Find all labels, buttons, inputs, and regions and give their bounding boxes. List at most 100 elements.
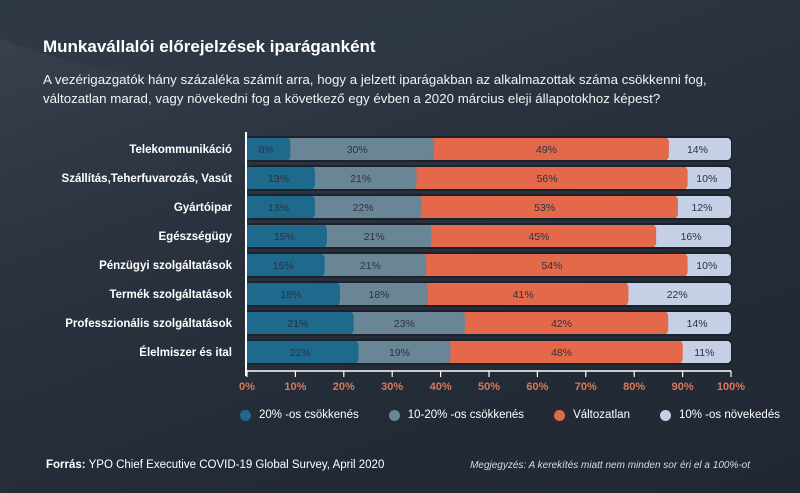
legend-swatch-icon	[240, 409, 251, 421]
x-tick-label: 30%	[381, 381, 403, 393]
bar-segment-v-ltozatlan	[423, 283, 629, 305]
data-label: 21%	[360, 260, 381, 272]
category-label: Termék szolgáltatások	[109, 289, 232, 301]
bar-segment-20-os-cs-kken-s	[247, 312, 354, 334]
subtitle-line-1: A vezérigazgatók hány százaléka számít a…	[43, 72, 707, 87]
bar-left-edge	[247, 254, 253, 276]
category-labels: Telekommunikáció Szállítás,Teherfuvarozás…	[62, 144, 233, 359]
data-label: 11%	[694, 347, 714, 359]
bar-segment-10-os-n-veked-s	[663, 138, 731, 160]
bar-segment-20-os-cs-kken-s	[247, 196, 315, 218]
category-label: Telekommunikáció	[129, 144, 232, 156]
footer-note: Megjegyzés: A kerekítés miatt nem minden…	[470, 460, 750, 471]
bar-segment-10-20-os-cs-kken-s	[309, 167, 417, 189]
data-label: 12%	[691, 202, 712, 214]
x-tick-label: 70%	[575, 381, 597, 393]
legend: 20% -os csökkenés 10-20% -os csökkenés Vál…	[240, 406, 780, 424]
category-label: Élelmiszer és ital	[139, 346, 232, 359]
x-tick-label: 40%	[430, 381, 452, 393]
source-text: YPO Chief Executive COVID-19 Global Surv…	[88, 459, 385, 471]
bar-segment-10-os-n-veked-s	[682, 254, 731, 276]
data-label: 56%	[537, 173, 558, 185]
x-tick-label: 90%	[672, 381, 694, 393]
data-label: 15%	[273, 260, 294, 272]
data-label: 19%	[389, 347, 410, 359]
legend-label: 10% -os növekedés	[678, 409, 780, 421]
data-label: 13%	[268, 173, 289, 185]
data-label: 10%	[696, 173, 717, 185]
legend-item: 20% -os csökkenés	[240, 409, 359, 421]
chart-subtitle: A vezérigazgatók hány százaléka számít a…	[43, 70, 763, 108]
x-tick-label: 0%	[239, 381, 255, 393]
bar-segment-10-os-n-veked-s	[677, 341, 731, 363]
bar-segment-10-os-n-veked-s	[623, 283, 731, 305]
bar-left-edge	[247, 138, 253, 160]
data-label: 54%	[541, 260, 562, 272]
data-label: 22%	[290, 347, 311, 359]
subtitle-line-2: változatlan marad, vagy növekedni fog a …	[43, 91, 661, 106]
bars-group: 8% 30% 49% 14% 13% 21% 56% 10% 13% 22% 53% 12% 15% 21…	[246, 136, 732, 365]
legend-label: 20% -os csökkenés	[259, 409, 359, 421]
category-label: Gyártóipar	[174, 202, 233, 214]
legend-swatch-icon	[659, 409, 671, 421]
data-label: 48%	[551, 347, 572, 359]
bar-segment-10-20-os-cs-kken-s	[285, 138, 435, 160]
bar-segment-v-ltozatlan	[429, 138, 669, 160]
bar-segment-20-os-cs-kken-s	[247, 254, 325, 276]
source-label: Forrás:	[46, 459, 86, 471]
data-label: 30%	[347, 144, 368, 156]
x-tick-label: 50%	[478, 381, 500, 393]
bar-segment-10-20-os-cs-kken-s	[319, 254, 427, 276]
x-tick-label: 20%	[333, 381, 355, 393]
bar-segment-v-ltozatlan	[445, 341, 683, 363]
x-ticks: 0% 10% 20% 30% 40% 50% 60% 70% 80% 90% 100%	[239, 371, 745, 393]
bar-segment-v-ltozatlan	[459, 312, 669, 334]
category-label: Egészségügy	[159, 231, 233, 243]
data-label: 14%	[687, 318, 708, 330]
chart-title: Munkavállalói előrejelzések iparáganként	[43, 37, 376, 56]
bar-segment-v-ltozatlan	[416, 196, 678, 218]
bar-segment-10-os-n-veked-s	[682, 167, 731, 189]
data-label: 16%	[681, 231, 702, 243]
bar-left-edge	[247, 225, 253, 247]
bar-segment-20-os-cs-kken-s	[247, 283, 340, 305]
data-label: 23%	[394, 318, 415, 330]
bar-left-edge	[247, 196, 253, 218]
bar-segment-10-20-os-cs-kken-s	[309, 196, 422, 218]
category-label: Szállítás,Teherfuvarozás, Vasút	[62, 173, 233, 185]
data-label: 22%	[353, 202, 374, 214]
data-label: 53%	[534, 202, 555, 214]
legend-item: 10-20% -os csökkenés	[388, 409, 524, 421]
data-label: 13%	[268, 202, 289, 214]
legend-item: 10% -os növekedés	[659, 409, 780, 421]
data-label: 21%	[364, 231, 385, 243]
data-label: 15%	[274, 231, 295, 243]
bar-segment-v-ltozatlan	[426, 225, 657, 247]
legend-item: Változatlan	[554, 409, 630, 421]
data-label: 42%	[551, 318, 572, 330]
bar-segment-10-20-os-cs-kken-s	[353, 341, 451, 363]
bar-segment-20-os-cs-kken-s	[247, 138, 291, 160]
data-label: 18%	[368, 289, 389, 301]
bar-segment-10-20-os-cs-kken-s	[348, 312, 465, 334]
bar-segment-10-20-os-cs-kken-s	[321, 225, 432, 247]
bar-left-edge	[247, 167, 253, 189]
data-label: 8%	[259, 144, 274, 156]
data-label: 21%	[350, 173, 371, 185]
bar-segment-10-os-n-veked-s	[672, 196, 731, 218]
bar-left-edge	[247, 312, 253, 334]
data-label: 10%	[696, 260, 717, 272]
legend-swatch-icon	[554, 409, 566, 421]
bar-segment-20-os-cs-kken-s	[247, 225, 327, 247]
x-tick-label: 80%	[623, 381, 645, 393]
bar-segment-10-os-n-veked-s	[651, 225, 731, 247]
legend-swatch-icon	[388, 409, 400, 421]
data-label: 14%	[687, 144, 708, 156]
data-label: 49%	[536, 144, 557, 156]
x-tick-label: 10%	[284, 381, 306, 393]
bar-segment-10-os-n-veked-s	[663, 312, 731, 334]
bar-left-edge	[247, 341, 253, 363]
category-label: Pénzügyi szolgáltatások	[99, 260, 233, 272]
bar-segment-20-os-cs-kken-s	[247, 167, 315, 189]
